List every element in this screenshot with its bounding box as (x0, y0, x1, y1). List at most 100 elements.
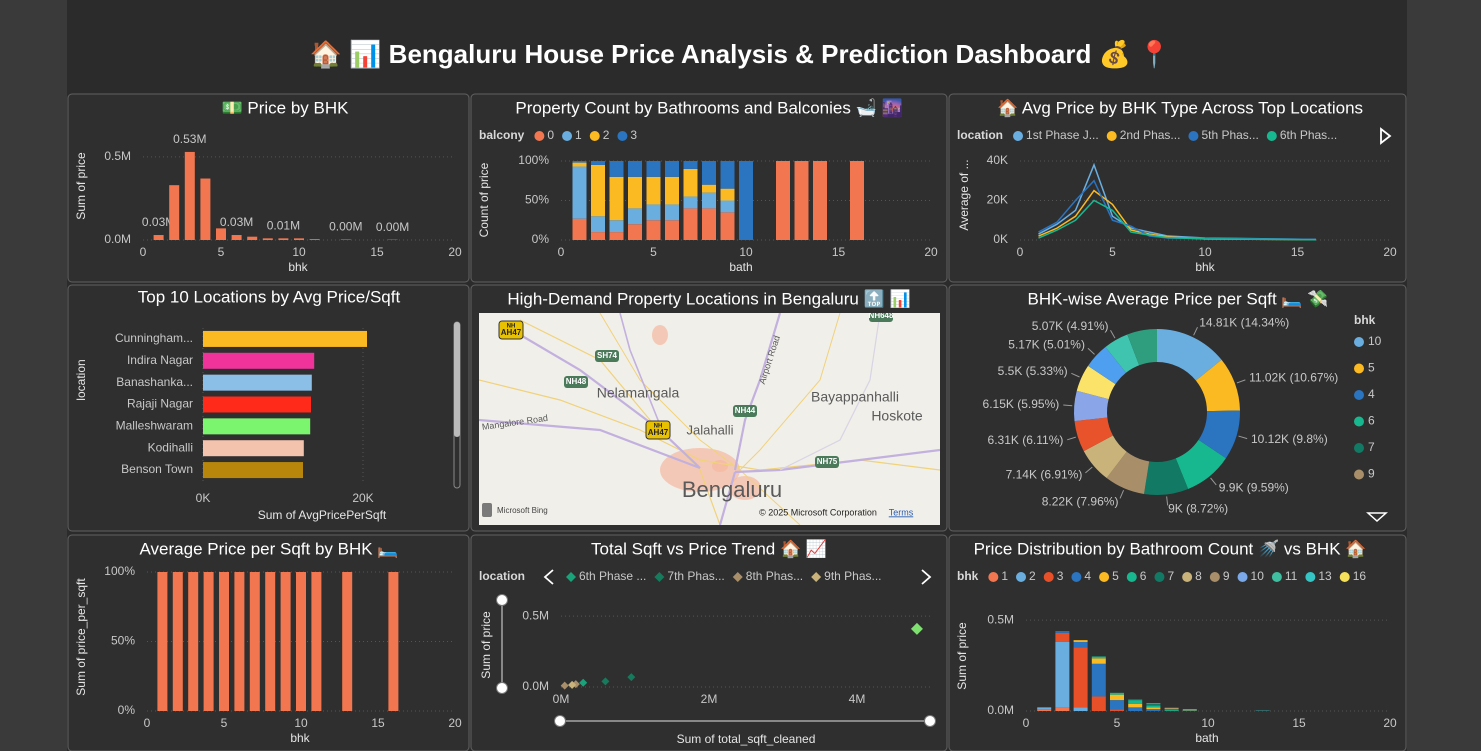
legend-label: 2nd Phas... (1120, 128, 1181, 142)
leader-line (1166, 496, 1169, 506)
bar-segment (609, 232, 624, 240)
bar-segment (683, 168, 698, 197)
bar (231, 235, 242, 240)
data-label: 5.17K (5.01%) (1008, 338, 1085, 352)
bar-segment (1146, 703, 1161, 706)
road-shield (733, 405, 757, 417)
panel (67, 93, 470, 283)
x-axis-label: bhk (290, 731, 310, 745)
bar-segment (572, 162, 587, 167)
bar-segment (1164, 708, 1179, 710)
legend-title: bhk (1354, 313, 1376, 327)
map-place: Nelamangala (597, 385, 680, 401)
data-label: 0.03M (220, 215, 253, 229)
legend-marker (1354, 416, 1364, 427)
bar-segment (1164, 707, 1179, 709)
legend-label: 16 (1353, 569, 1367, 583)
map-place: Bayappanhalli (811, 389, 899, 405)
shield-label: NH44 (735, 406, 756, 415)
panel (948, 284, 1407, 532)
bar (278, 238, 289, 240)
legend-title: location (957, 128, 1003, 142)
bar-segment (702, 192, 716, 209)
bar-segment (609, 176, 624, 221)
bar-segment (665, 161, 679, 177)
y-tick-label: Banashanka... (116, 375, 193, 389)
bar-segment (1091, 696, 1106, 711)
road (718, 471, 737, 525)
bar-segment (1128, 700, 1143, 704)
road-shield (869, 313, 893, 322)
bar (157, 572, 168, 711)
legend-marker (1354, 337, 1364, 347)
point (568, 680, 577, 689)
bar-segment (1128, 707, 1143, 711)
legend-title: bhk (957, 569, 979, 583)
road-shield (595, 350, 619, 362)
legend-marker (988, 572, 999, 582)
leader-line (1193, 326, 1198, 336)
bar (265, 572, 276, 711)
leader-line (1236, 379, 1246, 384)
x-tick-label: 10 (292, 245, 306, 259)
data-label: 7.14K (6.91%) (1006, 468, 1083, 482)
legend-marker (1099, 572, 1110, 582)
legend-marker (589, 131, 600, 141)
bar-segment (1091, 656, 1106, 659)
legend-marker (1305, 572, 1316, 582)
y-tick-label: Rajaji Nagar (127, 397, 193, 411)
leader-line (1063, 404, 1073, 407)
bar-segment (1091, 658, 1106, 664)
donut-slice (1074, 390, 1109, 422)
bar-segment (1128, 699, 1143, 701)
x-tick-label: 0M (553, 692, 570, 706)
x-tick-label: 20 (1383, 716, 1397, 730)
bar (294, 238, 304, 240)
legend-marker (1188, 131, 1199, 141)
legend-label: 3 (630, 128, 637, 142)
legend-marker (1106, 131, 1117, 141)
y-axis-label: Sum of price_per_sqft (74, 578, 88, 696)
legend-label: 3 (1057, 569, 1064, 583)
x-axis-label: bhk (288, 260, 308, 274)
x-tick-label: 0 (1017, 245, 1024, 259)
legend-label: 1 (1001, 569, 1008, 583)
legend-marker (811, 572, 822, 582)
shield-label: AH47 (501, 328, 522, 337)
leader-line (1238, 435, 1248, 440)
bar-segment (665, 220, 679, 240)
legend-label: 9 (1223, 569, 1230, 583)
bar-segment (1146, 703, 1161, 704)
y-tick-label: 0.5M (987, 612, 1014, 626)
donut-slice (1088, 346, 1126, 385)
legend-label: 13 (1318, 569, 1332, 583)
x-axis-label: bath (1195, 731, 1218, 745)
legend-marker (1154, 572, 1165, 582)
legend-marker (562, 131, 573, 141)
shield-prefix: NH (507, 324, 516, 330)
data-label: 0.00M (329, 220, 362, 234)
bar-segment (591, 161, 605, 165)
legend-label: 8th Phas... (746, 569, 803, 583)
legend-label: 7th Phas... (667, 569, 724, 583)
data-label: 5.07K (4.91%) (1032, 319, 1109, 333)
bar-segment (1073, 640, 1088, 642)
bar (169, 185, 180, 240)
road (599, 313, 801, 525)
legend-label: 2 (603, 128, 610, 142)
bar (296, 572, 306, 711)
leader-line (1085, 466, 1093, 474)
legend-label: 6 (1368, 414, 1375, 428)
panel (470, 534, 948, 751)
legend-label: 0 (547, 128, 554, 142)
legend-label: 5th Phas... (1201, 128, 1258, 142)
map-attribution: © 2025 Microsoft Corporation (759, 507, 877, 517)
donut-slice (1074, 417, 1113, 452)
data-label: 0.53M (173, 132, 206, 146)
legend-label: 4 (1084, 569, 1091, 583)
legend-label: 9th Phas... (824, 569, 881, 583)
legend-label: 2 (1029, 569, 1036, 583)
provider-logo (482, 503, 492, 517)
bar (153, 235, 164, 240)
bar (219, 572, 229, 711)
